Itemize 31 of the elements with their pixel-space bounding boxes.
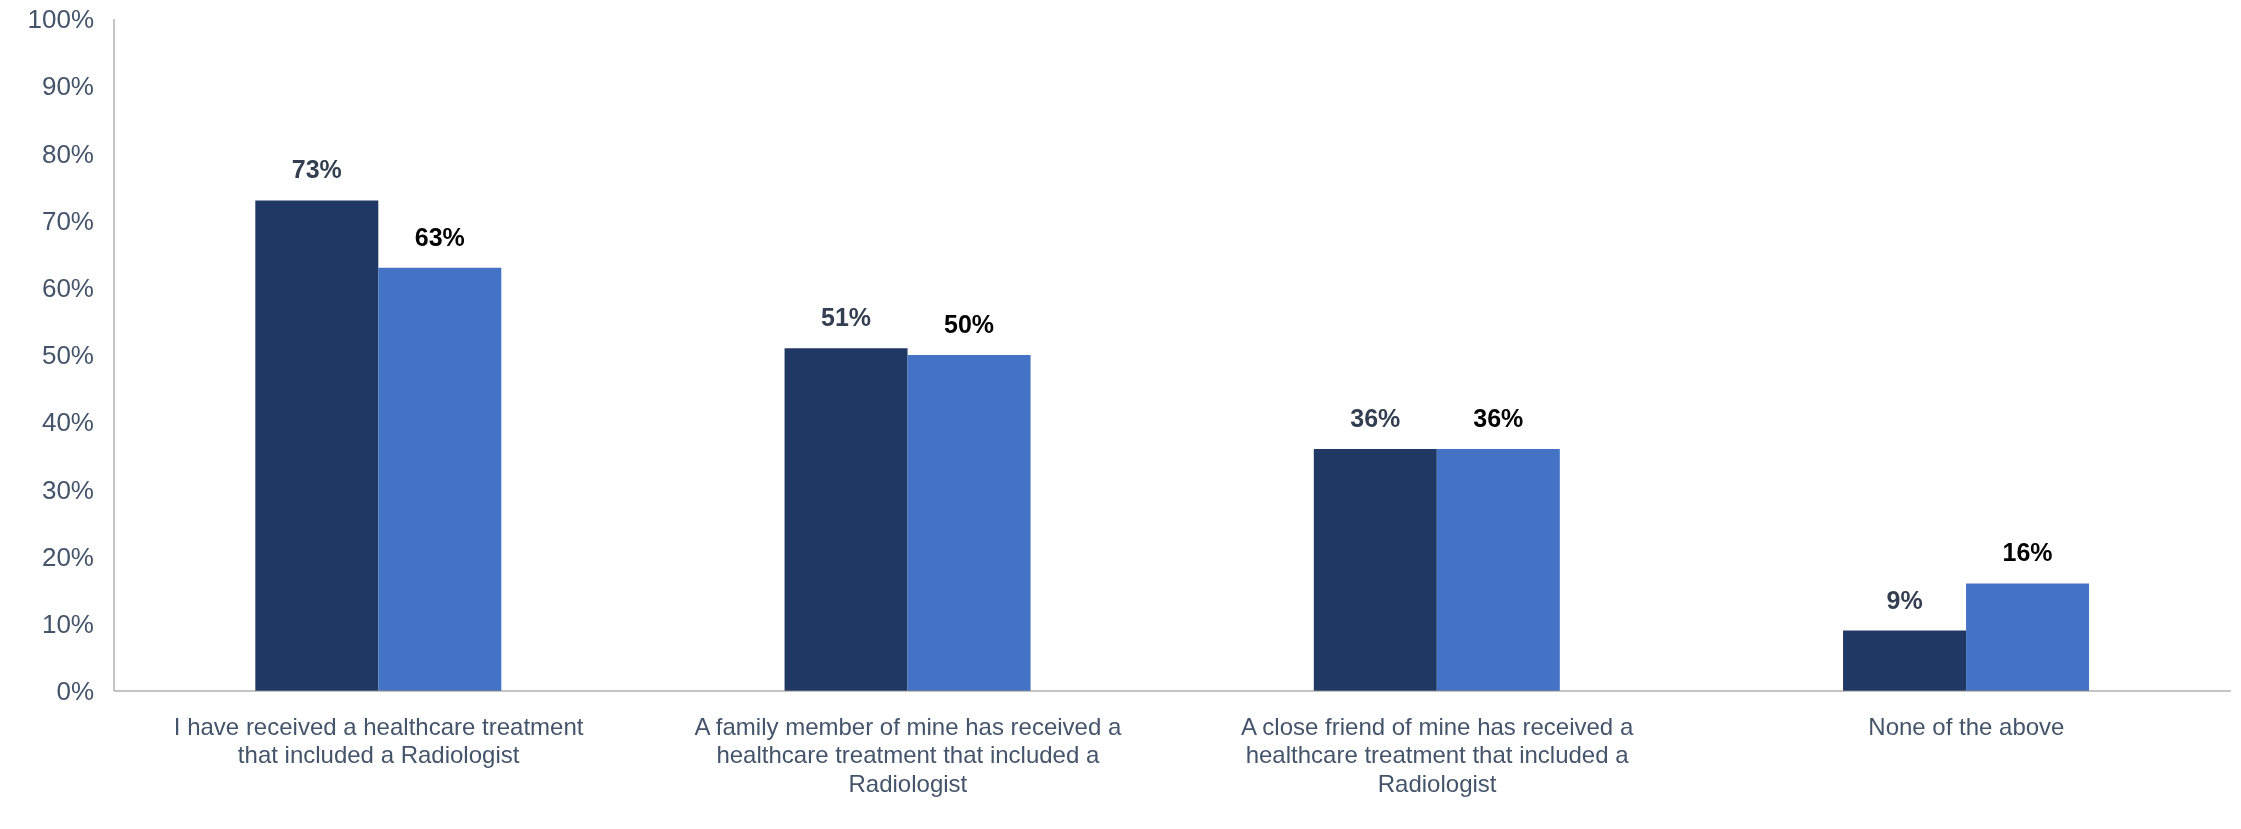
data-label: 9% <box>1886 585 1923 614</box>
data-label: 16% <box>2002 538 2053 567</box>
bar <box>255 200 379 691</box>
x-tick-label: None of the above <box>1868 712 2065 740</box>
bar <box>907 355 1031 691</box>
data-label: 50% <box>944 310 995 338</box>
data-label: 36% <box>1473 404 1524 433</box>
y-tick-label: 80% <box>41 138 94 169</box>
y-tick-label: 60% <box>41 273 94 304</box>
data-label: 51% <box>821 303 872 332</box>
x-tick-label: A close friend of mine has received a healthcare treatment that included a Radiologist <box>1241 712 1634 798</box>
y-tick-label: 0% <box>56 676 94 707</box>
y-tick-label: 70% <box>41 205 94 236</box>
bar <box>1313 449 1437 691</box>
x-tick-label: A family member of mine has received a healthcare treatment that included a Radiologist <box>694 712 1122 798</box>
bar <box>378 267 502 691</box>
y-tick-label: 30% <box>41 474 94 505</box>
x-tick-label: I have received a healthcare treatment that included a Radiologist <box>173 712 584 769</box>
bar <box>1436 449 1560 691</box>
bar <box>784 348 908 691</box>
y-tick-label: 50% <box>41 340 94 371</box>
bar <box>1843 630 1967 691</box>
data-label: 36% <box>1350 404 1401 433</box>
y-tick-label: 10% <box>41 609 94 640</box>
bar <box>1966 583 2090 691</box>
data-label: 63% <box>414 222 465 251</box>
y-tick-label: 90% <box>41 71 94 102</box>
data-label: 73% <box>291 155 342 184</box>
y-tick-label: 20% <box>41 541 94 572</box>
y-tick-label: 100% <box>27 4 94 35</box>
y-tick-label: 40% <box>41 407 94 438</box>
